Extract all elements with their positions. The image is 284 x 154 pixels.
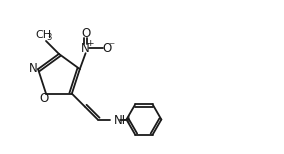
Text: O: O bbox=[40, 92, 49, 105]
Text: CH: CH bbox=[36, 30, 52, 40]
Text: N: N bbox=[29, 62, 37, 75]
Text: N: N bbox=[81, 42, 90, 55]
Text: +: + bbox=[86, 39, 93, 48]
Text: ⁻: ⁻ bbox=[109, 40, 115, 53]
Text: O: O bbox=[81, 27, 90, 40]
Text: NH: NH bbox=[114, 114, 131, 127]
Text: O: O bbox=[102, 42, 111, 55]
Text: 3: 3 bbox=[46, 33, 51, 42]
